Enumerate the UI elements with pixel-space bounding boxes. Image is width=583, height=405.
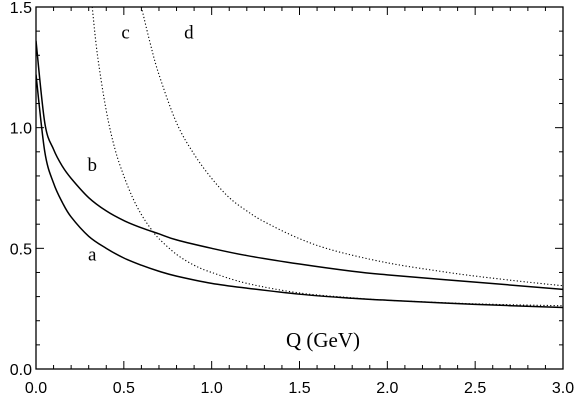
x-tick-label: 1.0 [201, 380, 223, 397]
x-tick-label: 0.0 [25, 380, 47, 397]
x-tick-label: 2.5 [464, 380, 486, 397]
series-lines [36, 7, 563, 309]
x-tick-label: 1.5 [288, 380, 310, 397]
y-tick-label: 1.0 [10, 121, 32, 138]
curve-label-c: c [121, 22, 129, 43]
x-tick-label: 0.5 [113, 380, 135, 397]
curve-label-a: a [88, 244, 97, 265]
series-line-c [91, 7, 563, 307]
x-axis-tick-labels: 0.0 0.5 1.0 1.5 2.0 2.5 3.0 [25, 380, 574, 397]
x-axis-title: Q (GeV) [286, 328, 360, 352]
y-tick-label: 0.5 [10, 241, 32, 258]
x-tick-label: 2.0 [376, 380, 398, 397]
y-axis-tick-labels: 0.0 0.5 1.0 1.5 [10, 0, 32, 379]
curve-label-b: b [87, 155, 97, 176]
x-axis-ticks [35, 7, 564, 369]
series-line-a [36, 74, 563, 309]
y-axis-ticks [36, 6, 563, 370]
x-tick-label: 3.0 [552, 380, 574, 397]
curve-label-d: d [184, 22, 194, 43]
plot-frame [35, 6, 564, 370]
y-tick-label: 0.0 [10, 362, 32, 379]
series-line-b [36, 40, 563, 291]
curve-labels: a b c d [87, 22, 194, 265]
series-line-d [140, 7, 563, 287]
y-tick-label: 1.5 [10, 0, 32, 17]
